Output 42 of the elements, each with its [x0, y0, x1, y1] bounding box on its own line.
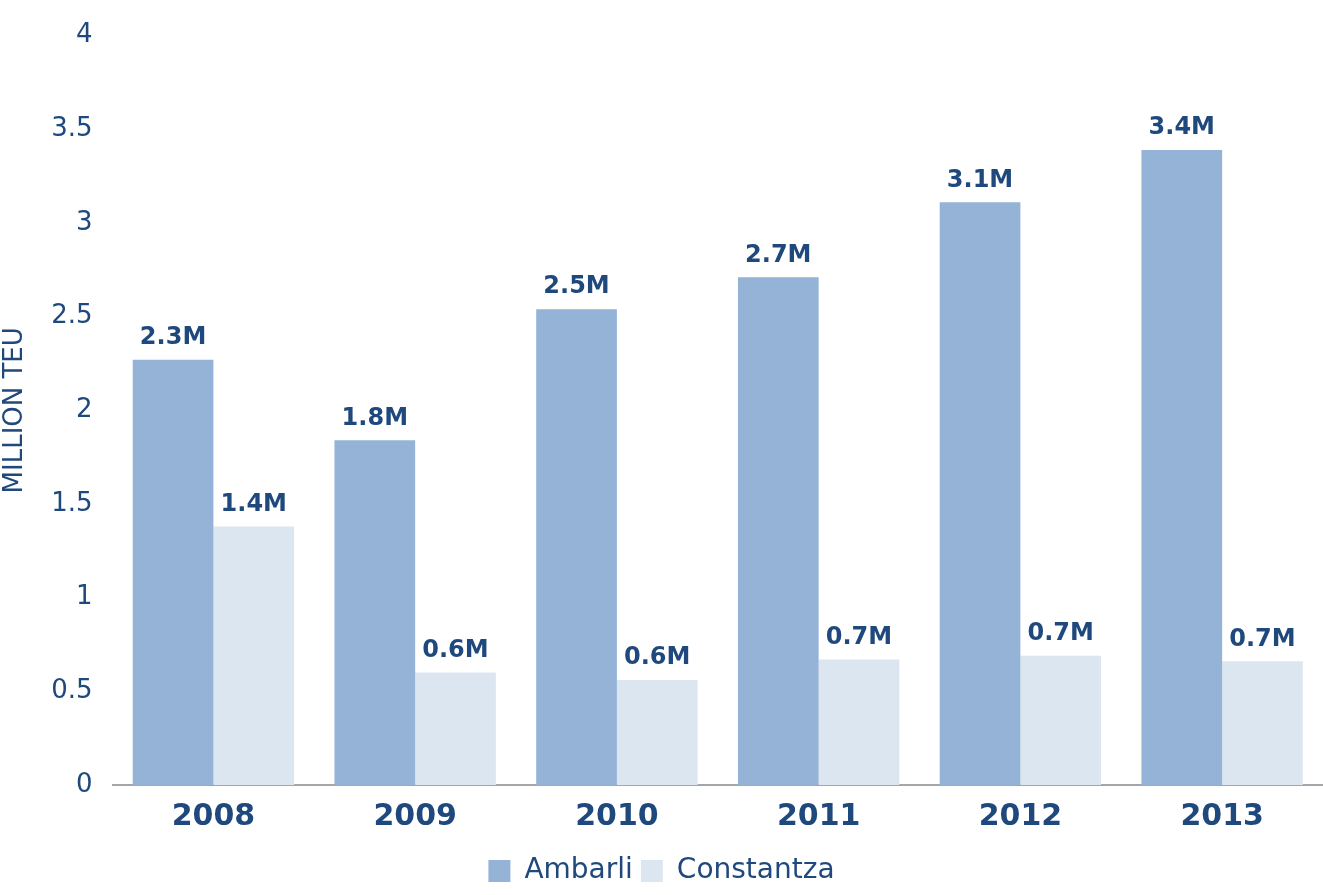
y-axis-title: MILLION TEU [0, 327, 29, 494]
data-label: 3.1M [946, 164, 1014, 193]
y-tick-label: 2.5 [51, 299, 93, 330]
bar [213, 526, 295, 785]
bar [737, 277, 819, 785]
data-label: 0.7M [1229, 623, 1296, 652]
data-label: 2.7M [745, 239, 812, 268]
data-label: 0.7M [1027, 617, 1094, 646]
bar [1141, 149, 1223, 785]
x-tick-label: 2008 [171, 796, 256, 832]
x-tick-label: 2013 [1180, 796, 1264, 832]
bar [132, 359, 214, 785]
bar [818, 659, 900, 785]
legend-label: Constantza [676, 852, 835, 886]
legend-label: Ambarli [524, 852, 633, 886]
y-tick-label: 1 [76, 580, 93, 611]
data-label: 1.4M [220, 488, 287, 517]
data-label: 2.3M [139, 321, 207, 350]
bar [616, 680, 698, 785]
data-label: 1.8M [341, 402, 409, 431]
y-tick-label: 0.5 [51, 674, 93, 705]
data-label: 0.7M [825, 621, 893, 650]
bar [939, 202, 1021, 785]
bar [536, 309, 617, 785]
data-label: 0.6M [422, 634, 489, 663]
x-tick-label: 2010 [575, 796, 659, 832]
x-tick-label: 2011 [776, 796, 861, 832]
data-label: 3.4M [1148, 112, 1215, 141]
y-tick-label: 1.5 [51, 486, 93, 517]
y-tick-label: 4 [76, 18, 93, 49]
x-tick-label: 2009 [373, 796, 457, 832]
bar [415, 672, 496, 785]
bar [334, 440, 416, 785]
y-tick-label: 0 [76, 767, 93, 798]
x-tick-label: 2012 [978, 796, 1063, 832]
y-tick-label: 2 [76, 393, 93, 424]
bar [1020, 655, 1102, 785]
data-label: 0.6M [624, 642, 691, 671]
y-tick-label: 3.5 [51, 112, 93, 143]
data-label: 2.5M [543, 271, 610, 300]
bar [1222, 661, 1303, 785]
y-tick-label: 3 [76, 205, 93, 236]
